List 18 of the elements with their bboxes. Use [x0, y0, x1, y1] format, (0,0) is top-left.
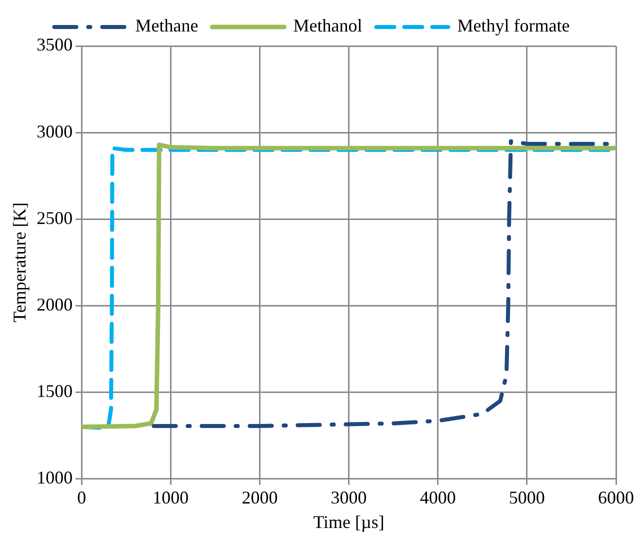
x-tick-label: 3000: [330, 487, 367, 508]
x-tick-label: 5000: [508, 487, 545, 508]
x-tick-label: 2000: [242, 487, 278, 508]
y-tick-label: 1500: [36, 380, 73, 401]
x-axis-title: Time [µs]: [313, 512, 384, 532]
x-tick-label: 4000: [420, 487, 456, 508]
y-axis-title: Temperature [K]: [10, 202, 30, 322]
y-tick-label: 3500: [36, 34, 73, 55]
legend-label: Methanol: [293, 16, 362, 36]
legend-label: Methyl formate: [457, 16, 570, 36]
y-tick-label: 3000: [36, 121, 73, 142]
legend-label: Methane: [135, 16, 198, 36]
y-tick-label: 2000: [36, 294, 73, 314]
x-tick-label: 6000: [598, 487, 634, 508]
y-tick-label: 1000: [36, 468, 73, 488]
y-tick-label: 2500: [36, 208, 73, 228]
x-tick-label: 1000: [152, 487, 189, 508]
x-tick-label: 0: [77, 487, 86, 508]
